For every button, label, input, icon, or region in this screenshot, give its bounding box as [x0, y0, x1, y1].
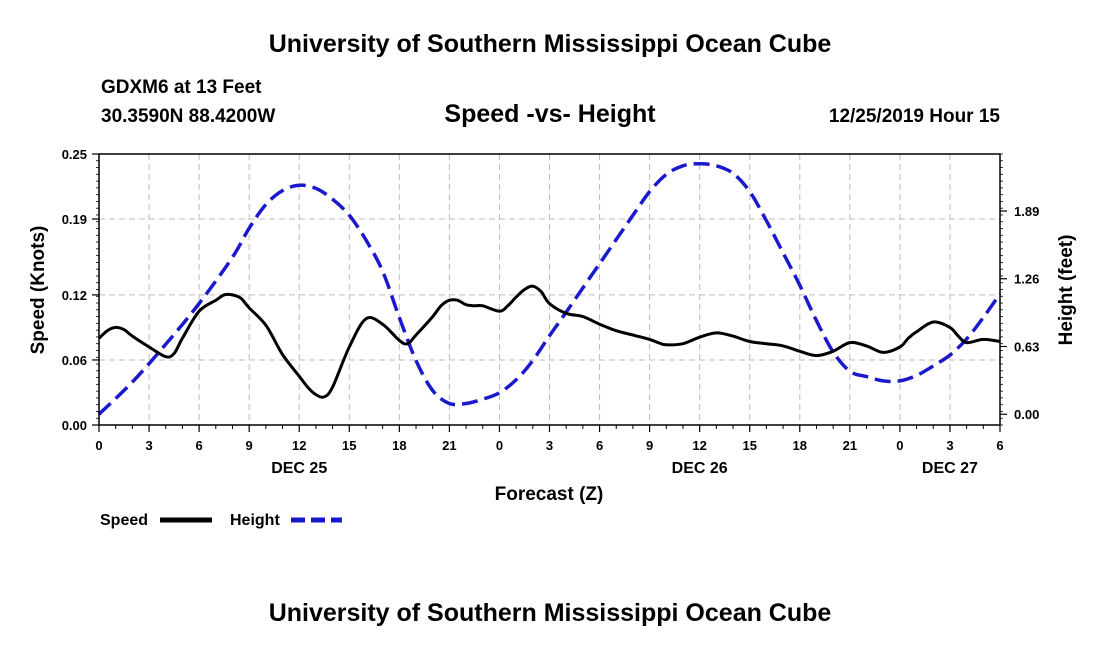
- legend: Speed Height: [100, 512, 342, 529]
- y2-tick-label: 0.00: [1014, 407, 1039, 422]
- x-tick-label: 15: [342, 438, 356, 453]
- y2-tick-label: 1.89: [1014, 204, 1039, 219]
- x-tick-label: 3: [145, 438, 152, 453]
- y-tick-label: 0.19: [62, 212, 87, 227]
- legend-label-height: Height: [230, 512, 280, 529]
- x-tick-label: 0: [95, 438, 102, 453]
- x-tick-label: 18: [392, 438, 406, 453]
- x-axis-title: Forecast (Z): [495, 484, 604, 505]
- grid-lines: [99, 154, 1000, 425]
- x-tick-label: 6: [195, 438, 202, 453]
- y2-tick-label: 1.26: [1014, 272, 1039, 287]
- x-tick-label: 15: [742, 438, 756, 453]
- x-tick-label: 6: [996, 438, 1003, 453]
- station-label: GDXM6 at 13 Feet: [101, 77, 262, 98]
- legend-label-speed: Speed: [100, 512, 148, 529]
- axes: 0 3 6 9 12 15 18 21 0 3 6 9 12 15 18 21 0 3 6 DEC 25 DEC 26 D…: [62, 147, 1040, 477]
- y-tick-label: 0.06: [62, 353, 87, 368]
- x-tick-label: 3: [546, 438, 553, 453]
- x-tick-label: 9: [246, 438, 253, 453]
- x-tick-label: 12: [692, 438, 706, 453]
- y2-axis-title: Height (feet): [1056, 235, 1077, 346]
- chart-title: Speed -vs- Height: [444, 100, 656, 128]
- x-date-label: DEC 27: [922, 460, 978, 477]
- x-tick-label: 21: [843, 438, 857, 453]
- x-tick-label: 12: [292, 438, 306, 453]
- x-tick-label: 21: [442, 438, 456, 453]
- x-tick-label: 3: [946, 438, 953, 453]
- series-line-speed: [97, 284, 1001, 399]
- forecast-datetime: 12/25/2019 Hour 15: [828, 106, 1000, 127]
- x-tick-label: 9: [646, 438, 653, 453]
- series-lines: [97, 161, 1002, 416]
- footer-title: University of Southern Mississippi Ocean…: [268, 599, 832, 627]
- x-date-label: DEC 26: [672, 460, 728, 477]
- y-axis-title: Speed (Knots): [28, 226, 49, 355]
- x-date-label: DEC 25: [271, 460, 327, 477]
- x-tick-label: 18: [793, 438, 807, 453]
- y-tick-label: 0.00: [62, 418, 87, 433]
- page-title: University of Southern Mississippi Ocean…: [268, 30, 832, 58]
- y-tick-label: 0.25: [62, 147, 87, 162]
- x-tick-label: 6: [596, 438, 603, 453]
- y2-tick-label: 0.63: [1014, 339, 1039, 354]
- coordinates-label: 30.3590N 88.4200W: [101, 106, 276, 127]
- x-tick-label: 0: [896, 438, 903, 453]
- y-tick-label: 0.12: [62, 288, 87, 303]
- x-tick-label: 0: [496, 438, 503, 453]
